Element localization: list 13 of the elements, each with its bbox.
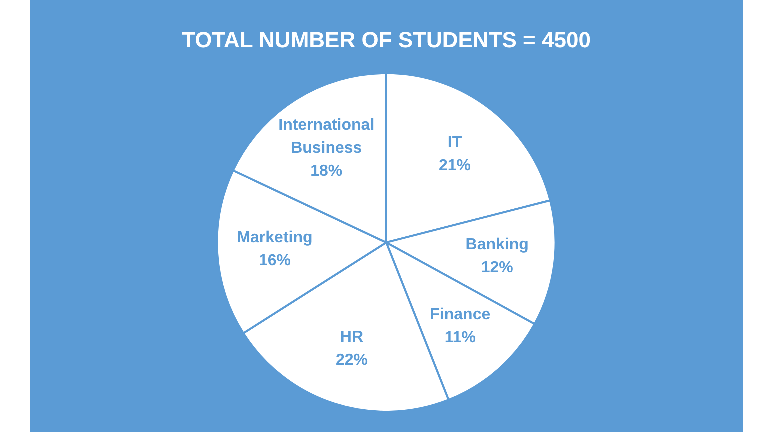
- slice-label: Banking: [466, 236, 529, 254]
- data-label: 21%: [438, 157, 471, 174]
- chart-title: TOTAL NUMBER OF STUDENTS = 4500: [182, 27, 591, 52]
- slice-label: IT: [448, 134, 462, 152]
- data-label: 12%: [481, 260, 514, 277]
- slice-label: Finance: [430, 306, 491, 324]
- data-label: 16%: [258, 252, 291, 270]
- data-label: 18%: [310, 162, 343, 180]
- data-label: 11%: [444, 329, 476, 346]
- data-label: 22%: [336, 352, 368, 369]
- slice-label: Marketing: [237, 230, 313, 247]
- slice-label: International Business: [278, 116, 375, 157]
- slice-label: HR: [340, 328, 364, 346]
